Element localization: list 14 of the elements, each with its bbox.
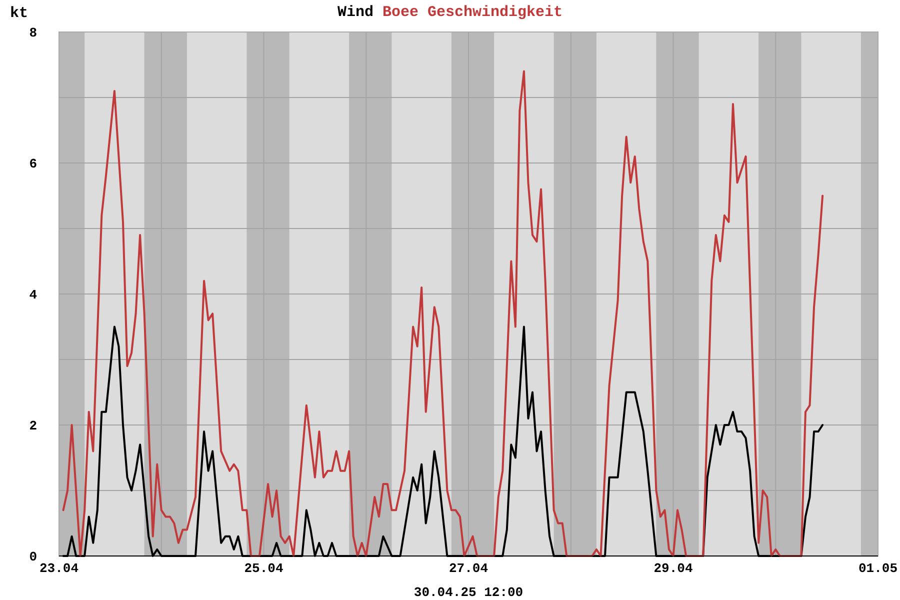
y-tick-label: 4 [29,288,38,303]
y-axis-title: kt [10,5,28,22]
x-tick-label: 25.04 [244,561,284,576]
x-tick-label: 29.04 [654,561,693,576]
x-tick-label: 23.04 [39,561,79,576]
y-tick-label: 0 [29,550,38,565]
x-tick-label: 27.04 [448,561,488,576]
text: Wind [337,4,374,21]
x-tick-label: 01.05 [858,561,898,576]
y-tick-label: 6 [29,156,38,172]
text: Boee Geschwindigkeit [373,4,563,21]
text: 30.04.25 12:00 [414,585,524,600]
y-tick-label: 2 [29,418,38,434]
y-tick-label: 8 [29,26,38,41]
